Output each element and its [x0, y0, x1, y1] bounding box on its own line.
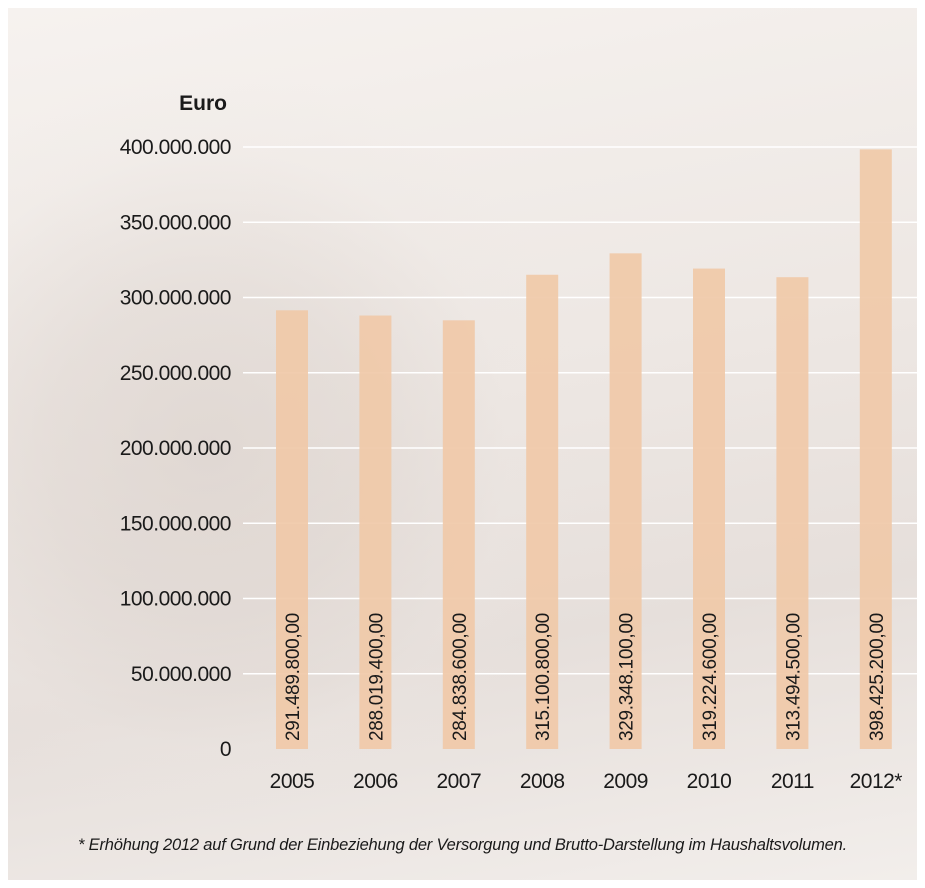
x-category-label: 2010: [687, 770, 732, 793]
x-category-label: 2008: [520, 770, 565, 793]
bar: [276, 310, 308, 749]
x-category-label: 2009: [603, 770, 648, 793]
footnote: * Erhöhung 2012 auf Grund der Einbeziehu…: [78, 836, 847, 854]
y-tick-label: 350.000.000: [120, 211, 231, 234]
y-tick-label: 100.000.000: [120, 588, 231, 611]
y-tick-label: 250.000.000: [120, 362, 231, 385]
bar-value-label: 288.019.400,00: [366, 613, 387, 741]
y-axis-unit-label: Euro: [179, 92, 227, 115]
bar: [442, 320, 475, 749]
bar: [359, 315, 392, 749]
bar-value-label: 315.100.800,00: [533, 613, 554, 741]
bar-value-label: 284.838.600,00: [450, 613, 471, 741]
x-category-label: 2011: [771, 770, 814, 793]
bar-value-label: 313.494.500,00: [783, 613, 804, 741]
y-tick-label: 200.000.000: [120, 437, 231, 460]
y-tick-label: 400.000.000: [120, 136, 231, 159]
bar: [776, 277, 809, 749]
x-category-label: 2005: [270, 770, 315, 793]
bar-value-label: 329.348.100,00: [617, 613, 638, 741]
bar-value-label: 319.224.600,00: [700, 613, 721, 741]
y-tick-label: 0: [220, 738, 231, 761]
bar-value-label: 398.425.200,00: [867, 613, 888, 741]
x-category-label: 2006: [353, 770, 398, 793]
bar-value-label: 291.489.800,00: [283, 613, 304, 741]
bar: [609, 253, 642, 749]
y-axis-ticks: 0 50.000.000 100.000.000 150.000.000 200.000…: [120, 136, 232, 761]
x-category-label: 2012*: [850, 770, 903, 793]
bar: [859, 149, 892, 750]
x-axis-labels: 2005 2006 2007 2008 2009 2010 2011 2012*: [270, 770, 903, 793]
gridlines: [243, 146, 917, 675]
y-tick-label: 50.000.000: [131, 663, 231, 686]
y-tick-label: 300.000.000: [120, 287, 231, 310]
bar: [693, 268, 725, 749]
bar: [526, 274, 559, 749]
bars: 291.489.800,00 288.019.400,00 284.838.600,…: [276, 149, 892, 750]
y-tick-label: 150.000.000: [120, 512, 231, 535]
x-category-label: 2007: [436, 770, 481, 793]
